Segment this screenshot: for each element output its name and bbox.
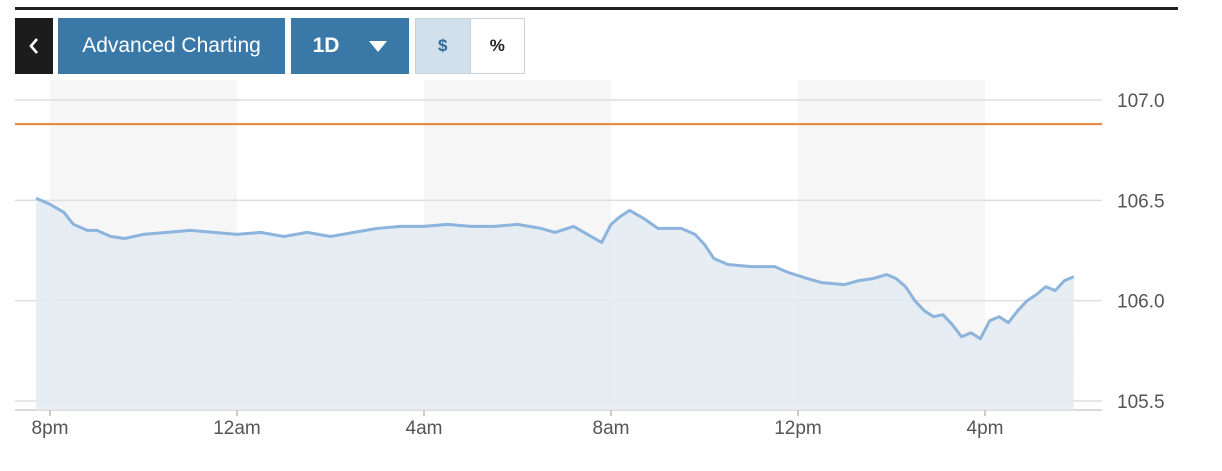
back-button[interactable]: [15, 18, 53, 74]
y-tick-label: 106.5: [1117, 191, 1165, 212]
price-line: [35, 196, 1075, 341]
top-rule: [15, 7, 1178, 10]
x-tick-label: 4am: [406, 418, 443, 439]
chevron-left-icon: [29, 38, 38, 54]
x-tick-label: 12pm: [774, 418, 822, 439]
percent-toggle-button[interactable]: %: [470, 19, 524, 73]
y-tick-label: 105.5: [1117, 392, 1165, 413]
x-tick-label: 8pm: [32, 418, 69, 439]
x-tick-label: 4pm: [967, 418, 1004, 439]
unit-toggle: $ %: [415, 18, 525, 74]
x-tick-label: 12am: [213, 418, 261, 439]
caret-down-icon: [369, 40, 388, 52]
y-tick-label: 107.0: [1117, 91, 1165, 112]
range-dropdown[interactable]: 1D: [291, 18, 409, 74]
advanced-charting-label: Advanced Charting: [82, 34, 261, 57]
dollar-toggle-button[interactable]: $: [416, 19, 471, 73]
advanced-charting-button[interactable]: Advanced Charting: [58, 18, 285, 74]
y-tick-label: 106.0: [1117, 292, 1165, 313]
range-label: 1D: [312, 34, 340, 57]
x-tick-label: 8am: [593, 418, 630, 439]
area-fill: [35, 198, 1074, 410]
